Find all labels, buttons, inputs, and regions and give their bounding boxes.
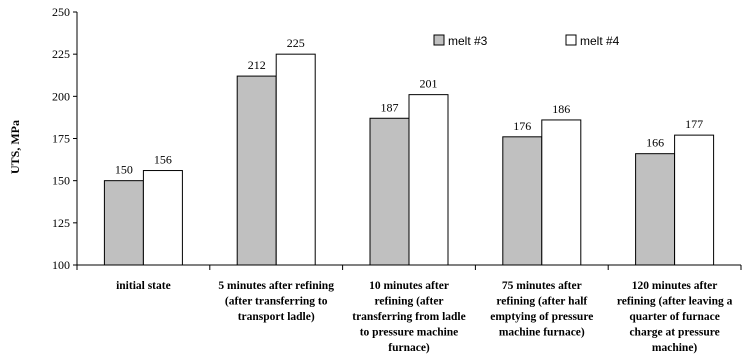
data-label: 187 bbox=[381, 100, 399, 114]
bar-melt3 bbox=[635, 153, 676, 266]
category-label-line: quarter of furnace bbox=[629, 311, 720, 323]
category-label-line: refining (after leaving a bbox=[617, 296, 733, 308]
y-tick-label: 250 bbox=[52, 5, 70, 19]
category-label-line: (after transferring to bbox=[225, 296, 328, 308]
data-label: 186 bbox=[552, 102, 570, 116]
data-label: 225 bbox=[287, 36, 305, 50]
category-label: 10 minutes after refining (after transferr… bbox=[352, 280, 465, 354]
bar-melt4 bbox=[674, 134, 715, 266]
category-label-line: charge at pressure bbox=[629, 327, 719, 339]
bar-melt3 bbox=[502, 136, 543, 266]
category-label-line: refining (after half bbox=[496, 296, 587, 308]
bar-melt3 bbox=[369, 117, 410, 266]
y-tick-label: 150 bbox=[52, 174, 70, 188]
category-label-line: transport ladle) bbox=[238, 311, 315, 323]
category-label-line: emptying of pressure bbox=[490, 311, 593, 323]
category-label-line: 120 minutes after bbox=[632, 280, 718, 292]
data-label: 212 bbox=[248, 58, 266, 72]
legend-label: melt #3 bbox=[448, 34, 488, 48]
data-label: 166 bbox=[646, 136, 664, 150]
y-tick-label: 200 bbox=[52, 89, 70, 103]
category-label-line: 10 minutes after bbox=[369, 280, 449, 292]
category-label-line: machine) bbox=[652, 342, 698, 354]
category-label-line: initial state bbox=[116, 280, 171, 292]
bar-melt4 bbox=[541, 119, 582, 266]
axes: 100 125 150 175 200 225 250 bbox=[52, 5, 742, 272]
category-label-line: transferring from ladle bbox=[352, 311, 465, 323]
data-label: 201 bbox=[420, 77, 438, 91]
category-label: initial state bbox=[116, 280, 171, 292]
bar-melt3 bbox=[236, 75, 277, 266]
category-label-line: 5 minutes after refining bbox=[218, 280, 334, 292]
legend-swatch bbox=[433, 34, 445, 46]
category-label-line: furnace) bbox=[388, 342, 430, 354]
y-tick-label: 225 bbox=[52, 47, 70, 61]
data-label: 176 bbox=[513, 119, 531, 133]
bar-melt3 bbox=[103, 180, 144, 266]
data-label: 156 bbox=[154, 153, 172, 167]
category-label: 120 minutes after refining (after leaving… bbox=[617, 280, 733, 354]
bar-melt4 bbox=[275, 53, 316, 266]
data-labels: 150 156 212 225 187 201 176 186 166 177 bbox=[115, 36, 703, 177]
bars bbox=[103, 53, 715, 266]
data-label: 150 bbox=[115, 163, 133, 177]
category-label: 75 minutes after refining (after half empt… bbox=[490, 280, 593, 339]
legend-label: melt #4 bbox=[580, 34, 620, 48]
data-label: 177 bbox=[685, 117, 703, 131]
category-label-line: 75 minutes after bbox=[502, 280, 582, 292]
category-label-line: refining (after bbox=[374, 296, 443, 308]
y-tick-label: 125 bbox=[52, 216, 70, 230]
bar-melt4 bbox=[142, 170, 183, 266]
y-tick-label: 100 bbox=[52, 258, 70, 272]
y-tick-label: 175 bbox=[52, 132, 70, 146]
category-label-line: machine furnace) bbox=[499, 327, 585, 339]
category-label-line: to pressure machine bbox=[360, 327, 459, 339]
category-label: 5 minutes after refining (after transferr… bbox=[218, 280, 334, 323]
legend: melt #3 melt #4 bbox=[433, 34, 620, 48]
bar-melt4 bbox=[408, 94, 449, 266]
category-labels: initial state 5 minutes after refining (af… bbox=[116, 280, 733, 354]
y-axis-label: UTS, MPa bbox=[8, 120, 22, 174]
legend-swatch bbox=[565, 34, 577, 46]
